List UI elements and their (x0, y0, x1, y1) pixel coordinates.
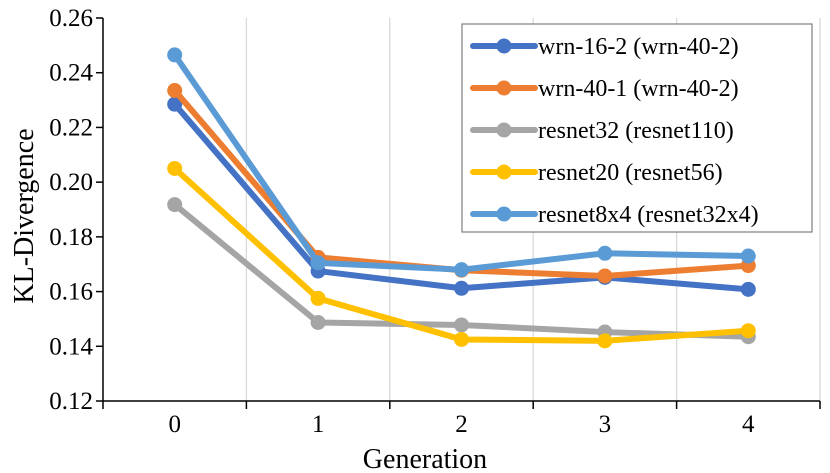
legend-item: resnet20 (resnet56) (470, 160, 723, 186)
x-axis-title: Generation (363, 444, 487, 473)
y-tick-labels: 0.12 0.14 0.16 0.18 0.20 0.22 0.24 0.26 (49, 5, 103, 415)
legend-label: resnet32 (resnet110) (538, 118, 734, 144)
data-point (167, 82, 183, 98)
x-tick-label: 2 (455, 411, 468, 438)
x-tick-label: 1 (312, 411, 325, 438)
legend-item: wrn-16-2 (wrn-40-2) (470, 34, 739, 60)
series-3 (167, 160, 756, 349)
data-point (167, 96, 183, 112)
data-point (167, 197, 183, 213)
data-point (740, 323, 756, 339)
x-tick-label: 0 (168, 411, 181, 438)
data-point (597, 333, 613, 349)
y-tick-label: 0.26 (49, 5, 93, 32)
y-tick-label: 0.14 (49, 333, 93, 360)
series-group (167, 47, 756, 349)
data-point (597, 245, 613, 261)
y-axis-title: KL-Divergence (9, 128, 40, 303)
legend-label: wrn-40-1 (wrn-40-2) (538, 76, 739, 102)
legend-item: resnet32 (resnet110) (470, 118, 734, 144)
data-point (597, 268, 613, 284)
legend-marker (496, 80, 512, 96)
legend-label: wrn-16-2 (wrn-40-2) (538, 34, 739, 60)
x-tick-label: 4 (742, 411, 755, 438)
y-tick-label: 0.20 (49, 169, 93, 196)
data-point (167, 160, 183, 176)
data-point (454, 262, 469, 278)
y-tick-label: 0.24 (49, 60, 93, 87)
legend-label: resnet8x4 (resnet32x4) (538, 202, 759, 228)
data-point (740, 281, 756, 297)
data-point (310, 255, 326, 271)
legend-item: resnet8x4 (resnet32x4) (470, 202, 759, 228)
legend-item: wrn-40-1 (wrn-40-2) (470, 76, 739, 102)
data-point (167, 47, 183, 63)
legend-marker (496, 206, 512, 222)
data-point (454, 331, 469, 347)
x-tick-labels: 0 1 2 3 4 (102, 401, 821, 438)
series-4 (167, 47, 756, 278)
data-point (454, 280, 469, 296)
legend-marker (496, 122, 512, 138)
y-tick-label: 0.12 (49, 388, 93, 415)
data-point (310, 290, 326, 306)
y-tick-label: 0.16 (49, 279, 93, 306)
legend-label: resnet20 (resnet56) (538, 160, 723, 186)
data-point (740, 248, 756, 264)
axes (102, 18, 820, 402)
x-tick-label: 3 (599, 411, 612, 438)
y-tick-label: 0.18 (49, 224, 93, 251)
data-point (310, 314, 326, 330)
data-point (454, 317, 469, 333)
legend: wrn-16-2 (wrn-40-2) wrn-40-1 (wrn-40-2) re… (461, 23, 813, 233)
y-tick-label: 0.22 (49, 114, 93, 141)
legend-marker (496, 164, 512, 180)
legend-marker (496, 38, 512, 54)
